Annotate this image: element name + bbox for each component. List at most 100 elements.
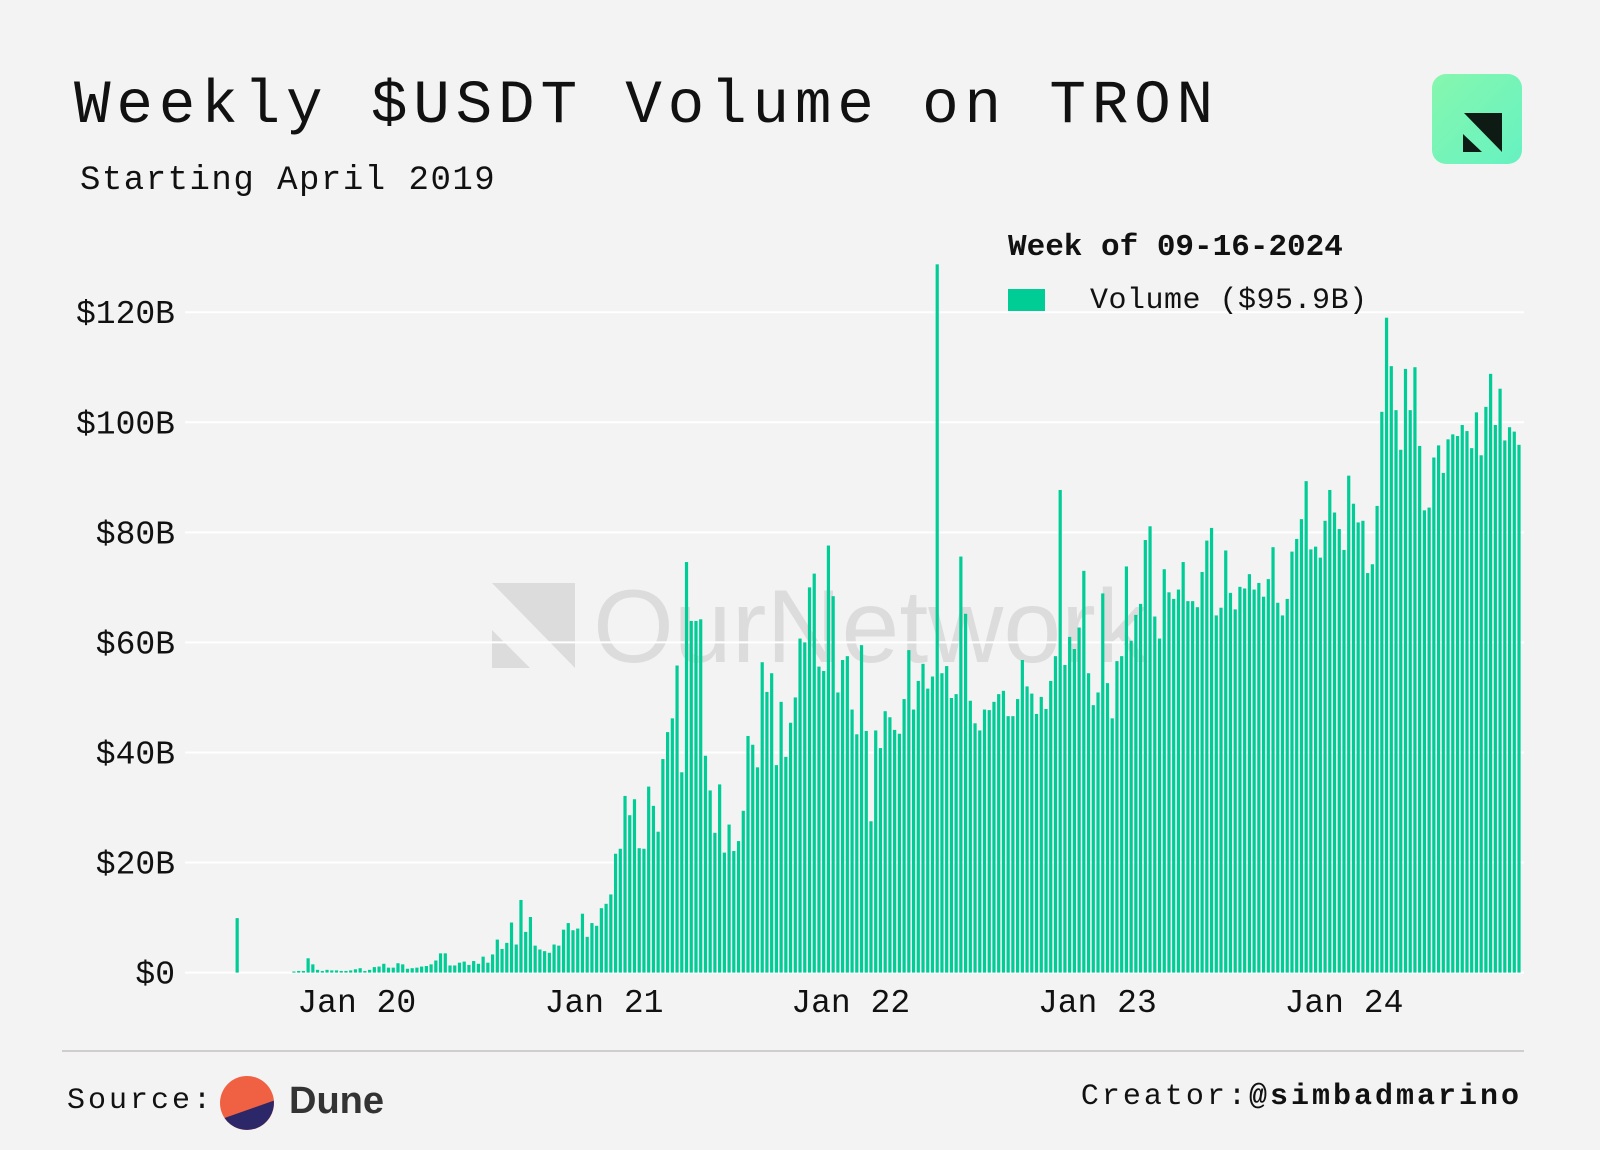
volume-bar (486, 962, 490, 973)
volume-bar (822, 671, 826, 973)
volume-bar (1474, 412, 1479, 973)
volume-bar (973, 723, 977, 973)
volume-bar (1186, 601, 1190, 973)
volume-bar (770, 673, 774, 973)
volume-bar (595, 925, 599, 973)
volume-bar (443, 953, 447, 973)
volume-bar (1403, 368, 1408, 973)
volume-bar (495, 939, 499, 973)
volume-bar (429, 964, 433, 973)
volume-bar (339, 970, 343, 973)
volume-bar (401, 964, 405, 973)
volume-bar (1124, 566, 1129, 973)
volume-bar (628, 815, 632, 973)
volume-bar (618, 848, 622, 973)
volume-bar (505, 942, 509, 973)
y-tick-label: $120B (76, 296, 175, 333)
volume-bar (1266, 579, 1270, 973)
legend-title: Week of 09-16-2024 (1008, 230, 1343, 265)
volume-bar (779, 701, 783, 973)
volume-bar (297, 970, 301, 973)
volume-bar (490, 954, 495, 973)
volume-bar (1072, 649, 1076, 973)
volume-bar (552, 944, 556, 973)
y-tick-label: $60B (96, 626, 175, 663)
volume-bar (325, 969, 329, 973)
volume-bar (1233, 609, 1237, 973)
y-tick-label: $20B (96, 847, 175, 884)
volume-bar (845, 656, 849, 973)
volume-bar (869, 821, 873, 973)
volume-bar (864, 731, 868, 973)
legend-series-name: Volume (1090, 284, 1202, 318)
volume-bar (1228, 592, 1233, 973)
footer-divider (62, 1050, 1524, 1052)
volume-bar (893, 729, 897, 973)
volume-bar (916, 680, 920, 973)
volume-bar (1148, 526, 1152, 973)
volume-bar (524, 931, 528, 973)
volume-bar (689, 620, 693, 973)
volume-bar (1252, 589, 1256, 973)
volume-bar (377, 966, 381, 973)
volume-bar (921, 663, 925, 973)
dune-logo-icon (220, 1076, 274, 1130)
volume-bar (1101, 593, 1105, 973)
volume-bar (349, 970, 353, 973)
x-tick-label: Jan 22 (791, 985, 910, 1022)
volume-bar (1479, 455, 1483, 973)
volume-bar (1399, 449, 1403, 973)
volume-bar (680, 772, 684, 973)
volume-bar (344, 970, 348, 973)
volume-bar (1498, 388, 1502, 973)
volume-bar (907, 650, 911, 973)
volume-bar (391, 967, 395, 973)
volume-bar (760, 662, 764, 973)
volume-bar (997, 694, 1001, 973)
x-tick-label: Jan 23 (1038, 985, 1157, 1022)
volume-bar (613, 853, 618, 973)
volume-bar (424, 966, 428, 973)
volume-bar (911, 709, 916, 973)
legend-swatch (1008, 289, 1045, 311)
volume-bar (666, 732, 670, 973)
legend-entry: Volume ($95.9B) (1090, 284, 1368, 318)
volume-bar (1323, 520, 1327, 973)
volume-bar (1134, 614, 1138, 973)
volume-bar (509, 922, 514, 973)
volume-bar (1422, 510, 1426, 973)
volume-bar (812, 573, 816, 973)
volume-bar (1058, 489, 1062, 973)
volume-bar (1347, 475, 1351, 973)
volume-bar (1370, 564, 1374, 973)
volume-bar (1077, 627, 1081, 973)
volume-bar (453, 965, 457, 973)
volume-bar (1460, 425, 1464, 973)
volume-bar (1162, 569, 1166, 973)
volume-bar (1068, 636, 1072, 973)
volume-bar (722, 852, 726, 973)
volume-bar (315, 969, 320, 973)
y-tick-label: $0 (135, 957, 175, 994)
volume-bar (235, 918, 239, 973)
volume-bar (1016, 699, 1020, 973)
volume-bar (788, 722, 793, 973)
volume-bar (741, 810, 745, 973)
volume-bar (1205, 540, 1209, 973)
volume-bar (1342, 549, 1346, 973)
volume-bar (746, 735, 750, 973)
volume-bar (1129, 640, 1133, 973)
volume-bar (968, 700, 972, 973)
volume-bar (1011, 716, 1015, 973)
creator-handle: @simbadmarino (1248, 1080, 1522, 1114)
ournetwork-logo (1432, 74, 1522, 164)
volume-bar (826, 545, 831, 973)
volume-bar (1120, 656, 1124, 973)
volume-bar (386, 967, 391, 973)
volume-bar (1356, 522, 1360, 973)
volume-bar (462, 961, 466, 973)
volume-bar (1209, 527, 1214, 973)
x-tick-label: Jan 24 (1285, 985, 1404, 1022)
watermark-logo-icon (492, 583, 575, 668)
y-axis: $0 $20B $40B $60B $80B $100B $120B (76, 296, 175, 993)
